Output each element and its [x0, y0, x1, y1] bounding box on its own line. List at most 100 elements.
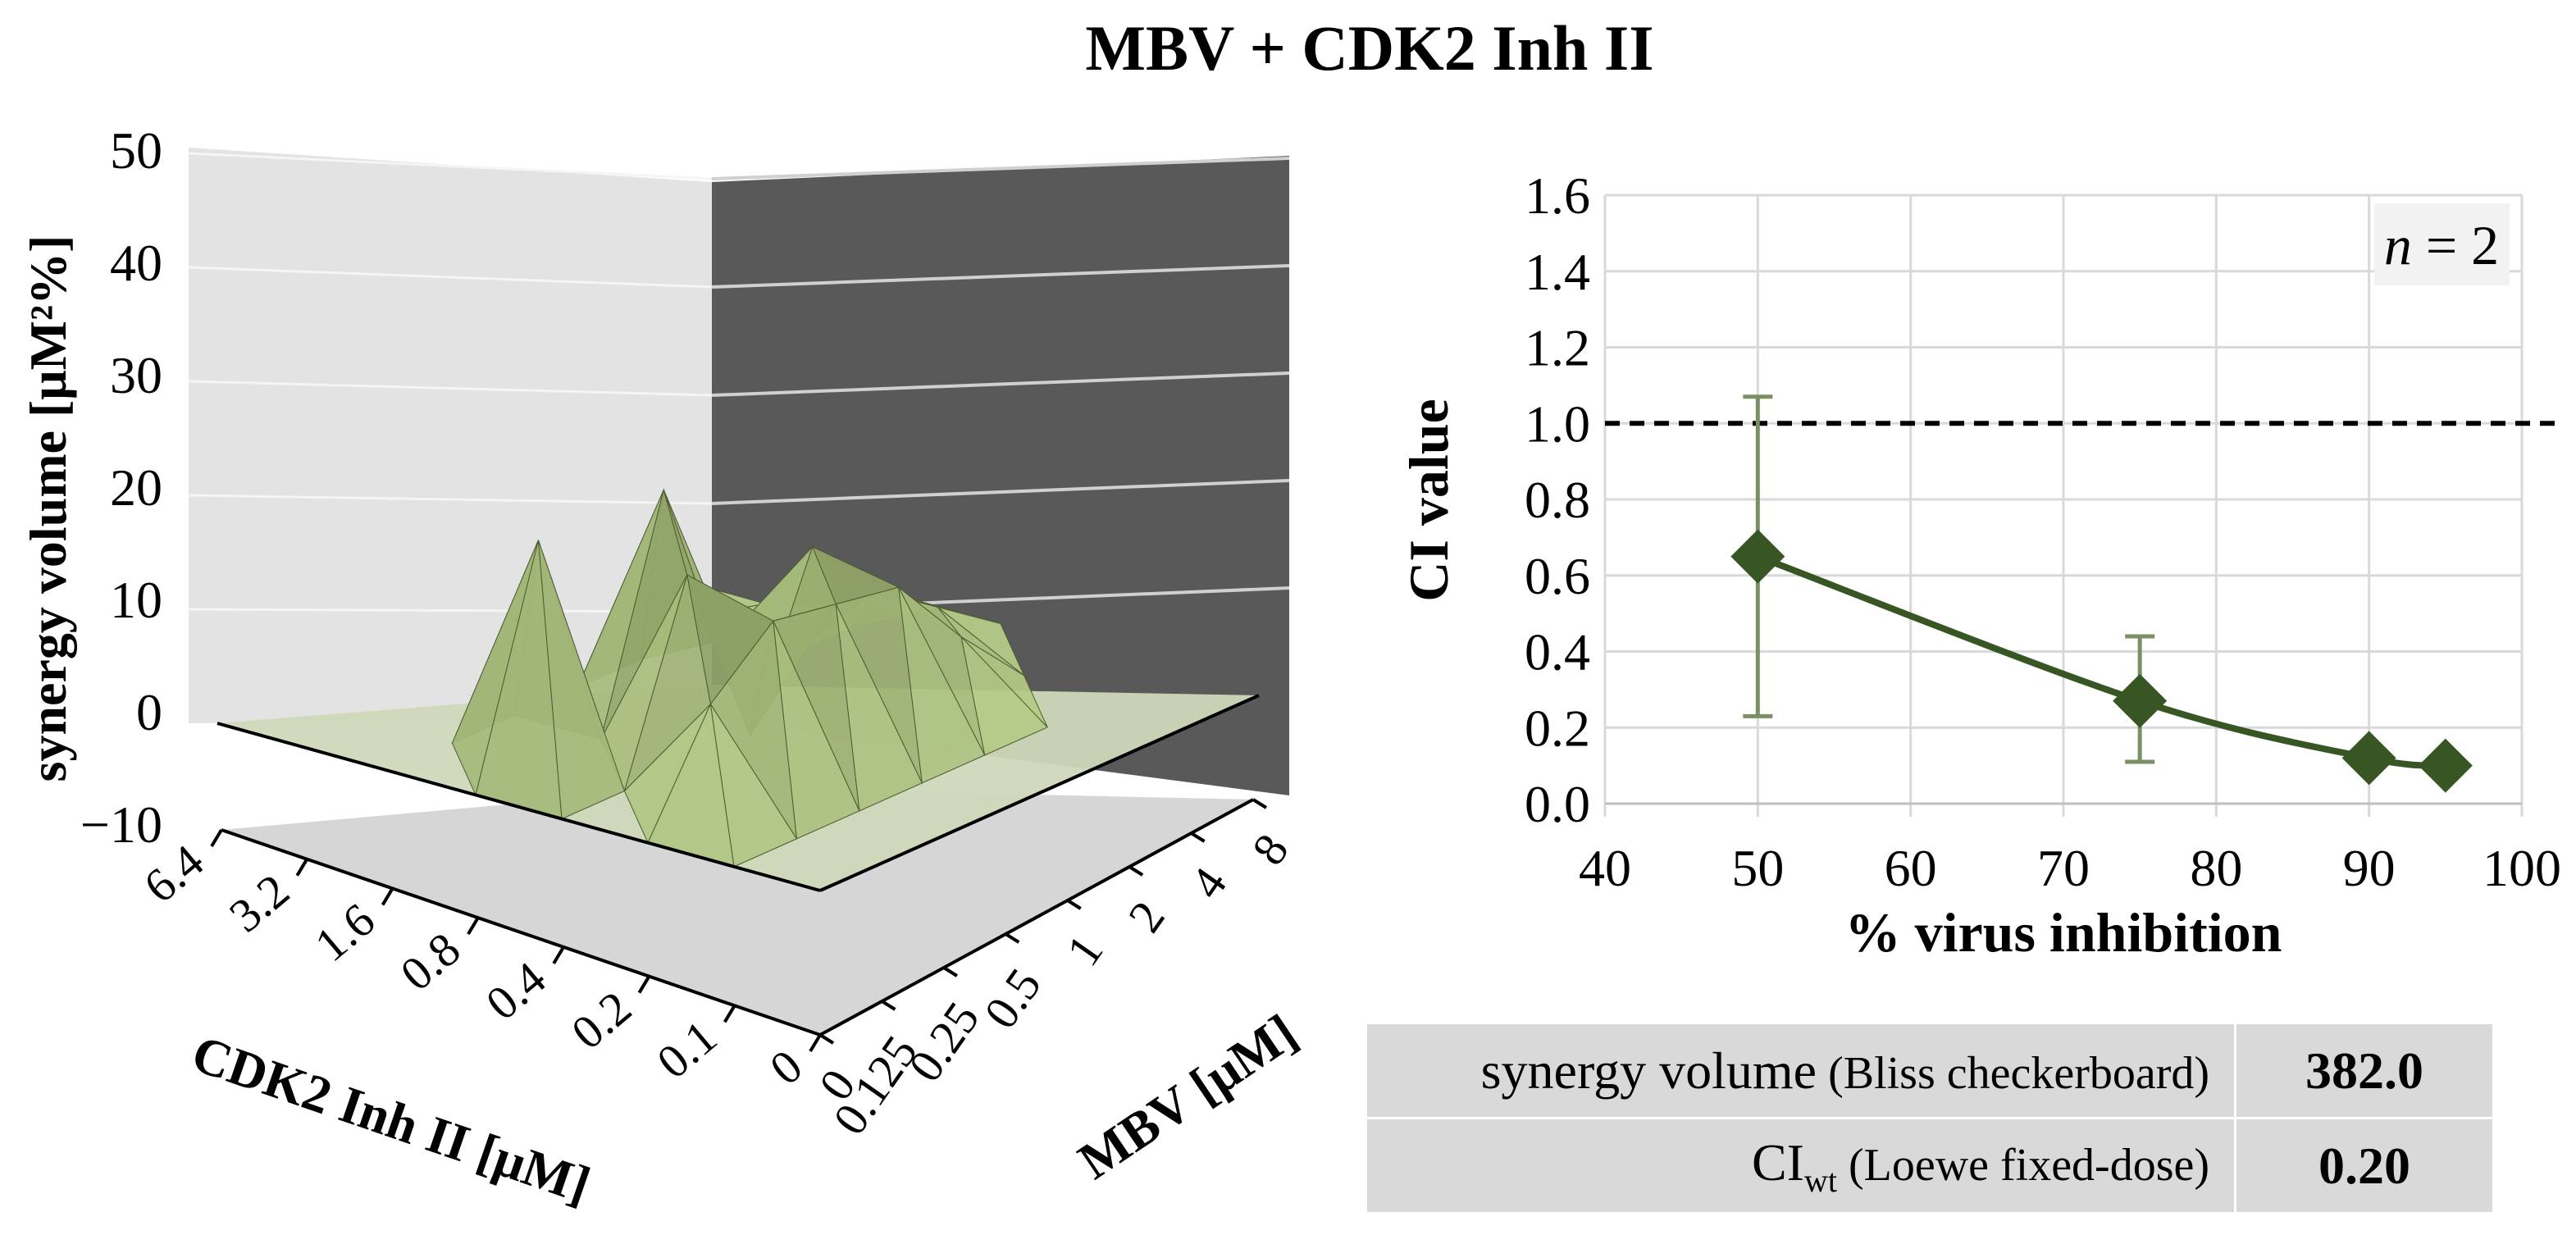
- y-tick-label: 1: [1055, 925, 1113, 975]
- ci-marker: [2113, 673, 2168, 728]
- ci-x-tick-label: 90: [2343, 839, 2396, 897]
- surface-facet: [709, 704, 798, 868]
- base-edge-front-right: [819, 694, 1260, 892]
- x-tick-label: 1.6: [305, 893, 385, 972]
- ci-y-tick-label: 0.0: [1525, 775, 1590, 833]
- y-tick-mark: [1128, 865, 1144, 877]
- ci-marker: [1730, 529, 1785, 584]
- ci-x-tick-label: 40: [1579, 839, 1631, 897]
- surface-facet: [537, 540, 626, 820]
- ci-x-tick-label: 70: [2037, 839, 2090, 897]
- n-annotation-box: [2374, 203, 2510, 285]
- surface-facet: [960, 636, 1048, 756]
- ci-y-tick-labels: 0.0 0.2 0.4 0.6 0.8 1.0 1.2 1.4 1.6: [1525, 166, 1590, 833]
- n-annotation: n = 2: [2384, 214, 2499, 276]
- z-tick-label: 50: [110, 121, 162, 180]
- lower-edge-front-left: [221, 828, 821, 1037]
- x-tick-mark: [467, 917, 480, 936]
- x-tick-label: 3.2: [219, 864, 299, 942]
- surface-y-axis-label: MBV [μM]: [1068, 1003, 1306, 1191]
- ci-x-axis-label: % virus inhibition: [1845, 901, 2282, 964]
- x-tick-mark: [210, 828, 223, 848]
- x-tick-mark: [552, 946, 565, 964]
- ci-y-tick-label: 1.4: [1525, 243, 1590, 301]
- x-tick-label: 0: [759, 1039, 812, 1095]
- stats-value-ci: 0.20: [2234, 1117, 2495, 1214]
- base-edge-front-left: [217, 722, 821, 892]
- y-tick-mark: [1252, 798, 1268, 809]
- z-tick-label: 10: [110, 571, 162, 629]
- ci-gridlines: [1603, 194, 2524, 817]
- y-tick-mark: [942, 966, 958, 977]
- figure-title: MBV + CDK2 Inh II: [1085, 12, 1653, 84]
- x-tick-mark: [723, 1005, 736, 1023]
- ci-x-tick-label: 50: [1731, 839, 1784, 897]
- x-tick-mark: [295, 858, 309, 877]
- surface-facet: [898, 586, 986, 784]
- ci-y-tick-label: 1.0: [1525, 394, 1590, 453]
- z-gridline-back: [711, 157, 1290, 180]
- y-tick-mark: [1066, 899, 1082, 910]
- surface-z-axis-label: synergy volume [μM²%]: [19, 235, 77, 782]
- z-gridline-left: [188, 380, 713, 397]
- y-tick-mark: [881, 1000, 896, 1011]
- ci-y-tick-label: 0.6: [1525, 547, 1590, 605]
- ci-y-tick-label: 0.4: [1525, 623, 1590, 681]
- z-gridline-back: [711, 264, 1290, 289]
- y-tick-label: 8: [1242, 824, 1299, 874]
- surface-chart: 6.4 3.2 1.6 0.8 0.4 0.2 0.1 0 00.1250.250.51248…: [19, 121, 1307, 1214]
- x-tick-label: 0.1: [647, 1009, 727, 1088]
- stats-label-ci: CIwt (Loewe fixed-dose): [1365, 1117, 2236, 1214]
- stats-row-ci: CIwt (Loewe fixed-dose) 0.20: [1365, 1117, 2495, 1214]
- x-tick-mark: [381, 887, 394, 906]
- z-gridline-left: [188, 266, 713, 289]
- stats-row-synergy: synergy volume (Bliss checkerboard) 382.…: [1365, 1022, 2495, 1119]
- z-gridline-back: [711, 371, 1290, 397]
- ci-marker: [2341, 731, 2396, 786]
- ci-y-tick-label: 0.2: [1525, 699, 1590, 757]
- y-tick-label: 2: [1118, 891, 1175, 941]
- x-tick-mark: [637, 975, 651, 994]
- z-gridline-left: [188, 152, 713, 180]
- x-tick-label: 0.4: [476, 951, 555, 1030]
- z-tick-label: 0: [136, 683, 162, 741]
- ci-x-tick-labels: 40 50 60 70 80 90 100: [1579, 839, 2561, 897]
- y-tick-mark: [1190, 832, 1206, 843]
- surface-floor: [221, 787, 1253, 1035]
- ci-x-tick-label: 100: [2483, 839, 2561, 897]
- surface-left-wall: [189, 148, 712, 723]
- surface-x-axis-label: CDK2 Inh II [μM]: [185, 1024, 598, 1214]
- stats-value-synergy: 382.0: [2234, 1022, 2495, 1119]
- ci-markers: [1730, 529, 2473, 793]
- z-tick-label: 40: [110, 234, 162, 292]
- z-tick-labels: 50 40 30 20 10 0 −10: [80, 121, 162, 854]
- ci-y-tick-label: 1.2: [1525, 319, 1590, 377]
- ci-line: [1756, 553, 2446, 769]
- z-gridline-back: [711, 479, 1290, 505]
- surface-facet: [773, 621, 860, 840]
- stats-table: synergy volume (Bliss checkerboard) 382.…: [1365, 1022, 2495, 1214]
- z-tick-label: 30: [110, 346, 162, 404]
- synergy-surface: [451, 488, 1048, 868]
- y-tick-label: 4: [1179, 858, 1237, 908]
- x-tick-label: 0.8: [390, 922, 470, 1000]
- x-tick-mark: [809, 1033, 822, 1053]
- ci-y-axis-label: CI value: [1397, 399, 1460, 601]
- surface-facet: [835, 604, 923, 812]
- ci-y-tick-label: 1.6: [1525, 166, 1590, 225]
- ci-y-tick-label: 0.8: [1525, 471, 1590, 529]
- ci-x-tick-label: 80: [2190, 839, 2242, 897]
- stats-label-synergy: synergy volume (Bliss checkerboard): [1365, 1022, 2236, 1119]
- z-tick-label: 20: [110, 458, 162, 517]
- ci-chart: 40 50 60 70 80 90 100 0.0 0.2 0.4 0.6 0.8 1.0 1.2 1.4…: [1397, 166, 2561, 964]
- ci-errorbars: [1743, 394, 2155, 764]
- ci-marker: [2418, 738, 2473, 793]
- z-gridline-left: [188, 494, 713, 505]
- y-tick-mark: [1005, 932, 1020, 944]
- y-tick-mark: [818, 1033, 835, 1045]
- ci-x-tick-label: 60: [1885, 839, 1937, 897]
- x-tick-label: 0.2: [561, 981, 641, 1059]
- lower-edge-front-right: [819, 798, 1254, 1037]
